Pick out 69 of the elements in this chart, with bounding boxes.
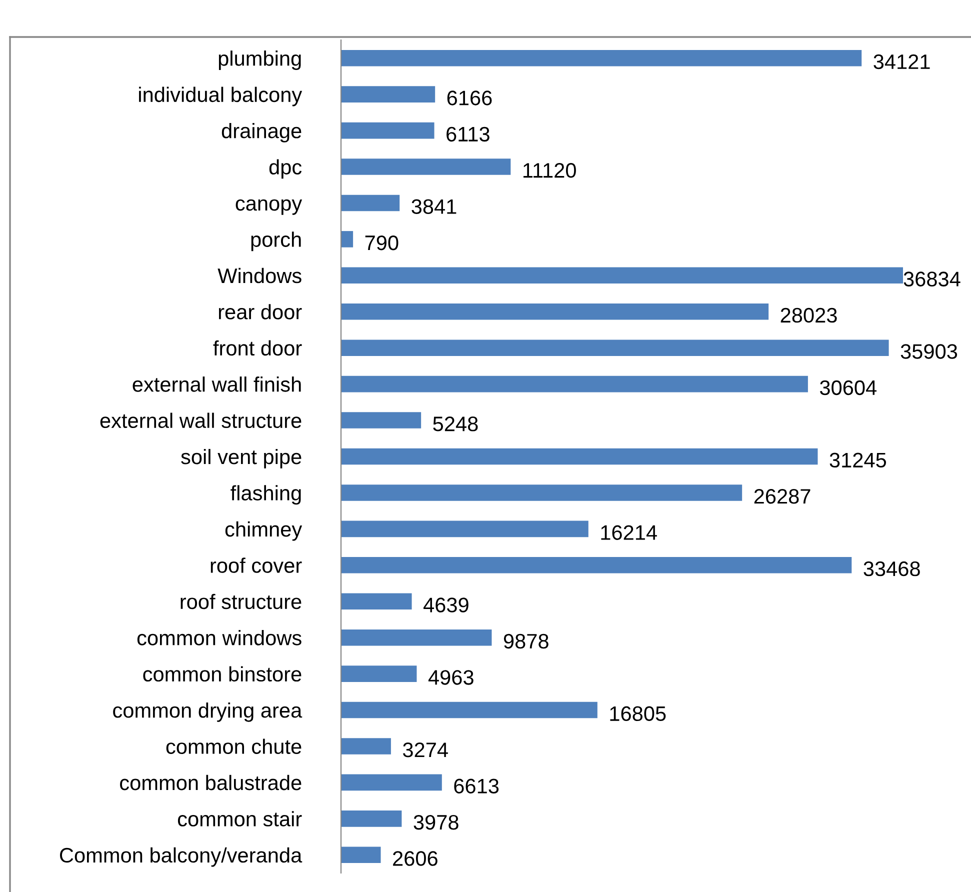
data-label: 26287 bbox=[754, 488, 810, 504]
y-tick-label: common balustrade bbox=[120, 774, 302, 790]
data-label: 30604 bbox=[820, 380, 877, 396]
bar bbox=[341, 520, 588, 538]
bar bbox=[341, 557, 852, 574]
data-label: 5248 bbox=[433, 416, 478, 432]
bar bbox=[341, 231, 354, 248]
data-label: 790 bbox=[365, 235, 398, 250]
data-label: 36834 bbox=[904, 272, 960, 286]
data-label: 6113 bbox=[446, 126, 490, 142]
data-label: 3978 bbox=[414, 814, 458, 830]
data-label: 4963 bbox=[428, 670, 474, 685]
bar bbox=[341, 122, 434, 139]
bar bbox=[341, 629, 492, 646]
y-tick-label: chimney bbox=[225, 521, 302, 541]
bar bbox=[341, 810, 402, 827]
bar bbox=[341, 86, 436, 102]
bar bbox=[341, 50, 862, 66]
data-label: 11120 bbox=[523, 163, 576, 178]
bar bbox=[341, 702, 598, 718]
data-label: 35903 bbox=[900, 344, 958, 359]
y-tick-label: plumbing bbox=[218, 50, 301, 70]
data-label: 31245 bbox=[830, 452, 886, 468]
y-tick-label: flashing bbox=[230, 485, 301, 505]
data-label: 6613 bbox=[454, 778, 499, 794]
data-label: 28023 bbox=[780, 308, 837, 323]
data-label: 3841 bbox=[412, 199, 456, 214]
y-tick-label: external wall structure bbox=[100, 412, 302, 428]
bar bbox=[341, 194, 400, 212]
data-label: 16805 bbox=[610, 706, 666, 722]
bar bbox=[341, 412, 422, 428]
y-tick-label: drainage bbox=[222, 122, 302, 142]
y-tick-label: roof structure bbox=[180, 594, 302, 610]
data-label: 3274 bbox=[402, 742, 448, 758]
y-tick-label: soil vent pipe bbox=[181, 448, 302, 468]
data-label: 4639 bbox=[424, 598, 468, 612]
data-label: 16214 bbox=[601, 525, 657, 540]
y-tick-label: common drying area bbox=[113, 702, 302, 722]
data-label: 6166 bbox=[447, 90, 492, 106]
y-tick-label: canopy bbox=[236, 199, 302, 215]
y-tick-label: Windows bbox=[218, 268, 302, 284]
y-tick-label: dpc bbox=[269, 159, 302, 179]
bar bbox=[341, 303, 769, 320]
data-label: 33468 bbox=[864, 561, 920, 576]
y-tick-label: Common balcony/veranda bbox=[60, 847, 302, 867]
y-tick-label: common chute bbox=[166, 738, 302, 754]
bar bbox=[341, 666, 417, 682]
bar bbox=[341, 267, 903, 284]
y-tick-label: common stair bbox=[178, 811, 302, 826]
y-tick-label: external wall finish bbox=[132, 376, 301, 392]
bar bbox=[341, 158, 511, 175]
y-tick-label: common windows bbox=[137, 630, 302, 646]
bar bbox=[341, 484, 742, 501]
bar bbox=[341, 846, 381, 864]
y-tick-label: front door bbox=[213, 340, 302, 356]
y-tick-label: individual balcony bbox=[139, 86, 302, 106]
data-label: 34121 bbox=[874, 54, 930, 70]
y-tick-label: common binstore bbox=[143, 666, 302, 682]
data-label: 2606 bbox=[393, 851, 438, 866]
y-tick-label: roof cover bbox=[210, 558, 302, 573]
y-tick-label: porch bbox=[251, 232, 301, 252]
y-tick-label: rear door bbox=[218, 304, 302, 320]
bar bbox=[341, 448, 818, 465]
bar bbox=[341, 774, 442, 791]
data-label: 9878 bbox=[504, 634, 548, 649]
bar bbox=[341, 340, 889, 356]
bar bbox=[341, 593, 412, 610]
bar bbox=[341, 376, 808, 392]
bar bbox=[341, 738, 391, 754]
